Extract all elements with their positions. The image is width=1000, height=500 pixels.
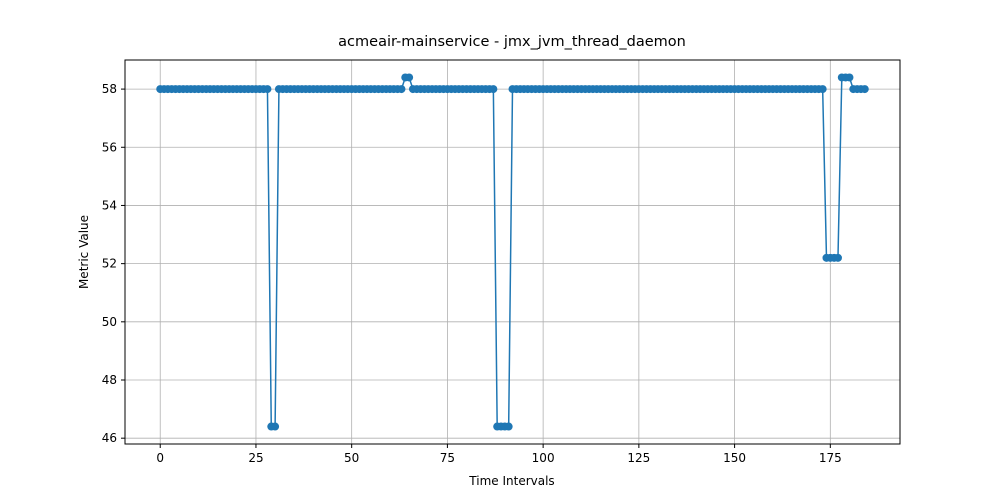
x-tick-label: 100 <box>532 451 555 465</box>
y-tick-label: 58 <box>102 82 117 96</box>
data-point <box>845 73 854 82</box>
x-tick-label: 150 <box>723 451 746 465</box>
data-point <box>489 85 498 94</box>
y-tick-label: 54 <box>102 198 117 212</box>
data-point <box>860 85 869 94</box>
x-tick-label: 0 <box>156 451 164 465</box>
data-point <box>405 73 414 82</box>
data-point <box>818 85 827 94</box>
x-tick-label: 125 <box>627 451 650 465</box>
data-point <box>271 422 280 431</box>
plot-frame <box>124 59 901 445</box>
data-point <box>833 253 842 262</box>
data-point <box>263 85 272 94</box>
x-tick-label: 50 <box>344 451 359 465</box>
x-axis-label: Time Intervals <box>468 474 554 488</box>
data-point <box>397 85 406 94</box>
x-tick-label: 175 <box>819 451 842 465</box>
y-tick-label: 46 <box>102 431 117 445</box>
x-tick-label: 25 <box>248 451 263 465</box>
y-tick-label: 48 <box>102 373 117 387</box>
y-axis-label: Metric Value <box>77 215 91 289</box>
y-tick-label: 56 <box>102 140 117 154</box>
data-point <box>504 422 513 431</box>
x-tick-label: 75 <box>440 451 455 465</box>
y-tick-label: 50 <box>102 315 117 329</box>
chart-title: acmeair-mainservice - jmx_jvm_thread_dae… <box>338 34 686 50</box>
y-tick-label: 52 <box>102 257 117 271</box>
